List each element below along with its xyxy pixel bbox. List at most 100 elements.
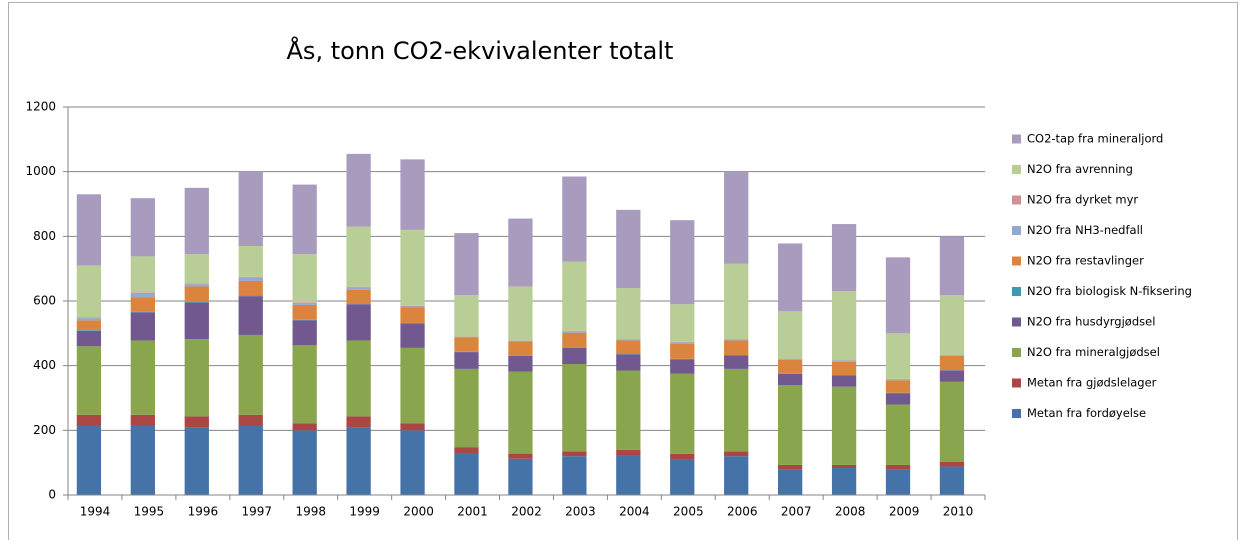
bar-segment	[940, 382, 964, 462]
bar-segment	[77, 425, 101, 495]
bar-segment	[131, 312, 155, 313]
bar-segment	[940, 356, 964, 370]
bar-segment	[832, 224, 856, 291]
bar-segment	[400, 348, 424, 423]
bar-segment	[724, 451, 748, 456]
bar-segment	[346, 227, 370, 287]
bar-segment	[562, 333, 586, 348]
legend-swatch	[1012, 135, 1021, 144]
x-tick-label: 2008	[835, 505, 866, 519]
bar-segment	[346, 287, 370, 288]
bar-segment	[940, 371, 964, 382]
legend-swatch	[1012, 287, 1021, 296]
bar-segment	[77, 318, 101, 320]
bar-segment	[832, 465, 856, 468]
bar-segment	[131, 293, 155, 297]
legend-label: N2O fra biologisk N-fiksering	[1027, 284, 1192, 298]
y-tick-label: 800	[33, 229, 56, 243]
bar-segment	[293, 345, 317, 423]
bar-segment	[293, 303, 317, 305]
bar-segment	[77, 265, 101, 317]
bar-segment	[778, 359, 802, 360]
bar-segment	[508, 286, 532, 340]
bar-segment	[293, 302, 317, 303]
x-tick-label: 1997	[242, 505, 273, 519]
bar-segment	[670, 454, 694, 459]
legend-swatch	[1012, 196, 1021, 205]
bar-segment	[508, 341, 532, 342]
bar-segment	[940, 462, 964, 467]
x-tick-label: 1996	[188, 505, 219, 519]
legend-label: N2O fra husdyrgjødsel	[1027, 315, 1155, 329]
bar-segment	[616, 210, 640, 288]
bar-segment	[185, 286, 209, 302]
bar-segment	[239, 425, 263, 495]
bar-segment	[293, 185, 317, 255]
x-tick-label: 1998	[295, 505, 326, 519]
chart-title: Ås, tonn CO2-ekvivalenter totalt	[287, 36, 674, 65]
bar-segment	[508, 454, 532, 459]
legend-swatch	[1012, 409, 1021, 418]
bar-segment	[562, 348, 586, 364]
x-tick-label: 2004	[619, 505, 650, 519]
bar-segment	[832, 291, 856, 360]
x-tick-label: 2001	[457, 505, 488, 519]
bar-segment	[724, 355, 748, 369]
bar-segment	[886, 404, 910, 464]
bar-segment	[778, 311, 802, 358]
bar-segment	[131, 297, 155, 312]
y-tick-label: 600	[33, 294, 56, 308]
bar-segment	[508, 459, 532, 495]
legend-swatch	[1012, 257, 1021, 266]
bar-segment	[724, 340, 748, 355]
bar-segment	[724, 456, 748, 495]
bar-segment	[131, 256, 155, 292]
bar-segment	[508, 371, 532, 453]
bar-segment	[239, 415, 263, 426]
bar-segment	[886, 393, 910, 404]
bar-segment	[832, 387, 856, 465]
bar-segment	[77, 194, 101, 265]
bar-segment	[616, 450, 640, 456]
bar-segment	[77, 346, 101, 415]
bar-segment	[239, 277, 263, 281]
bar-segment	[670, 344, 694, 359]
bar-segment	[832, 375, 856, 386]
bar-segment	[454, 447, 478, 453]
bar-segment	[185, 284, 209, 286]
bar-segment	[670, 342, 694, 343]
bar-segment	[400, 306, 424, 307]
bar-segment	[562, 456, 586, 495]
bar-segment	[131, 292, 155, 293]
legend-label: N2O fra restavlinger	[1027, 254, 1144, 268]
y-tick-label: 1000	[25, 164, 56, 178]
bar-segment	[778, 465, 802, 469]
bar-segment	[400, 423, 424, 430]
bar-segment	[293, 430, 317, 495]
bar-segment	[400, 323, 424, 324]
bar-segment	[940, 467, 964, 495]
bar-segment	[562, 451, 586, 456]
bar-segment	[778, 469, 802, 495]
bar-segment	[454, 233, 478, 295]
bar-segment	[346, 427, 370, 495]
bar-segment	[131, 425, 155, 495]
legend-swatch	[1012, 165, 1021, 174]
bar-segment	[454, 337, 478, 338]
x-tick-label: 2002	[511, 505, 542, 519]
bar-segment	[346, 290, 370, 304]
bar-segment	[293, 320, 317, 321]
x-tick-label: 2003	[565, 505, 596, 519]
bar-segment	[940, 236, 964, 295]
bar-segment	[346, 304, 370, 305]
legend-label: Metan fra gjødslelager	[1027, 376, 1157, 390]
bar-segment	[616, 339, 640, 340]
legend-swatch	[1012, 348, 1021, 357]
bar-segment	[131, 340, 155, 414]
bar-segment	[778, 374, 802, 385]
bar-segment	[454, 453, 478, 495]
bar-segment	[400, 159, 424, 229]
bar-segment	[131, 198, 155, 256]
bar-segment	[239, 281, 263, 295]
bar-segment	[670, 304, 694, 342]
